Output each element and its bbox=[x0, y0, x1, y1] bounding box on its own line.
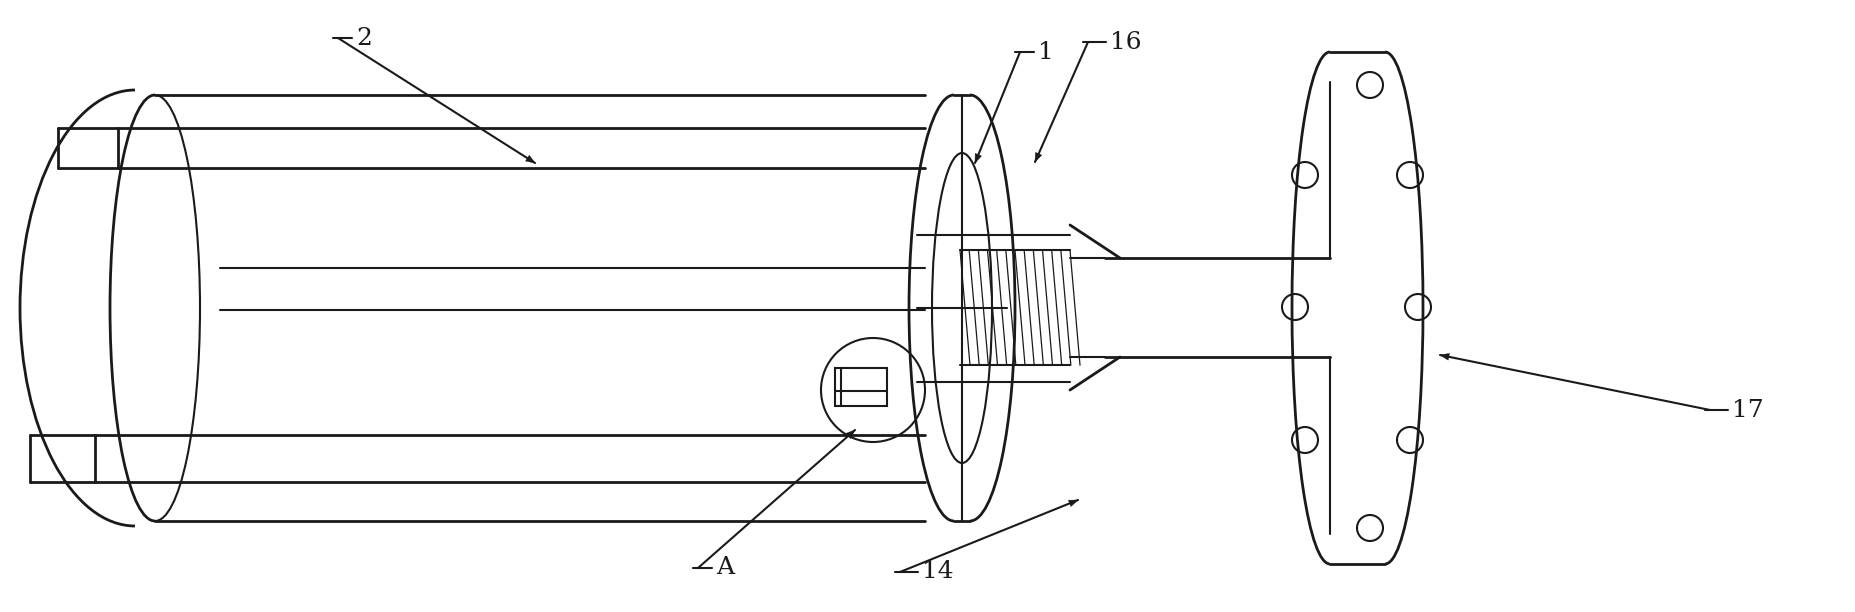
Text: 2: 2 bbox=[356, 26, 371, 50]
Text: 17: 17 bbox=[1731, 398, 1762, 422]
Text: 16: 16 bbox=[1109, 31, 1141, 53]
Polygon shape bbox=[1035, 152, 1041, 162]
Text: 14: 14 bbox=[922, 561, 953, 583]
Text: 1: 1 bbox=[1037, 40, 1054, 64]
Polygon shape bbox=[1068, 500, 1078, 507]
Polygon shape bbox=[974, 154, 981, 163]
Polygon shape bbox=[1439, 354, 1449, 360]
Bar bbox=[835, 368, 887, 406]
Text: A: A bbox=[716, 556, 735, 580]
Polygon shape bbox=[525, 155, 534, 163]
Polygon shape bbox=[846, 430, 855, 439]
